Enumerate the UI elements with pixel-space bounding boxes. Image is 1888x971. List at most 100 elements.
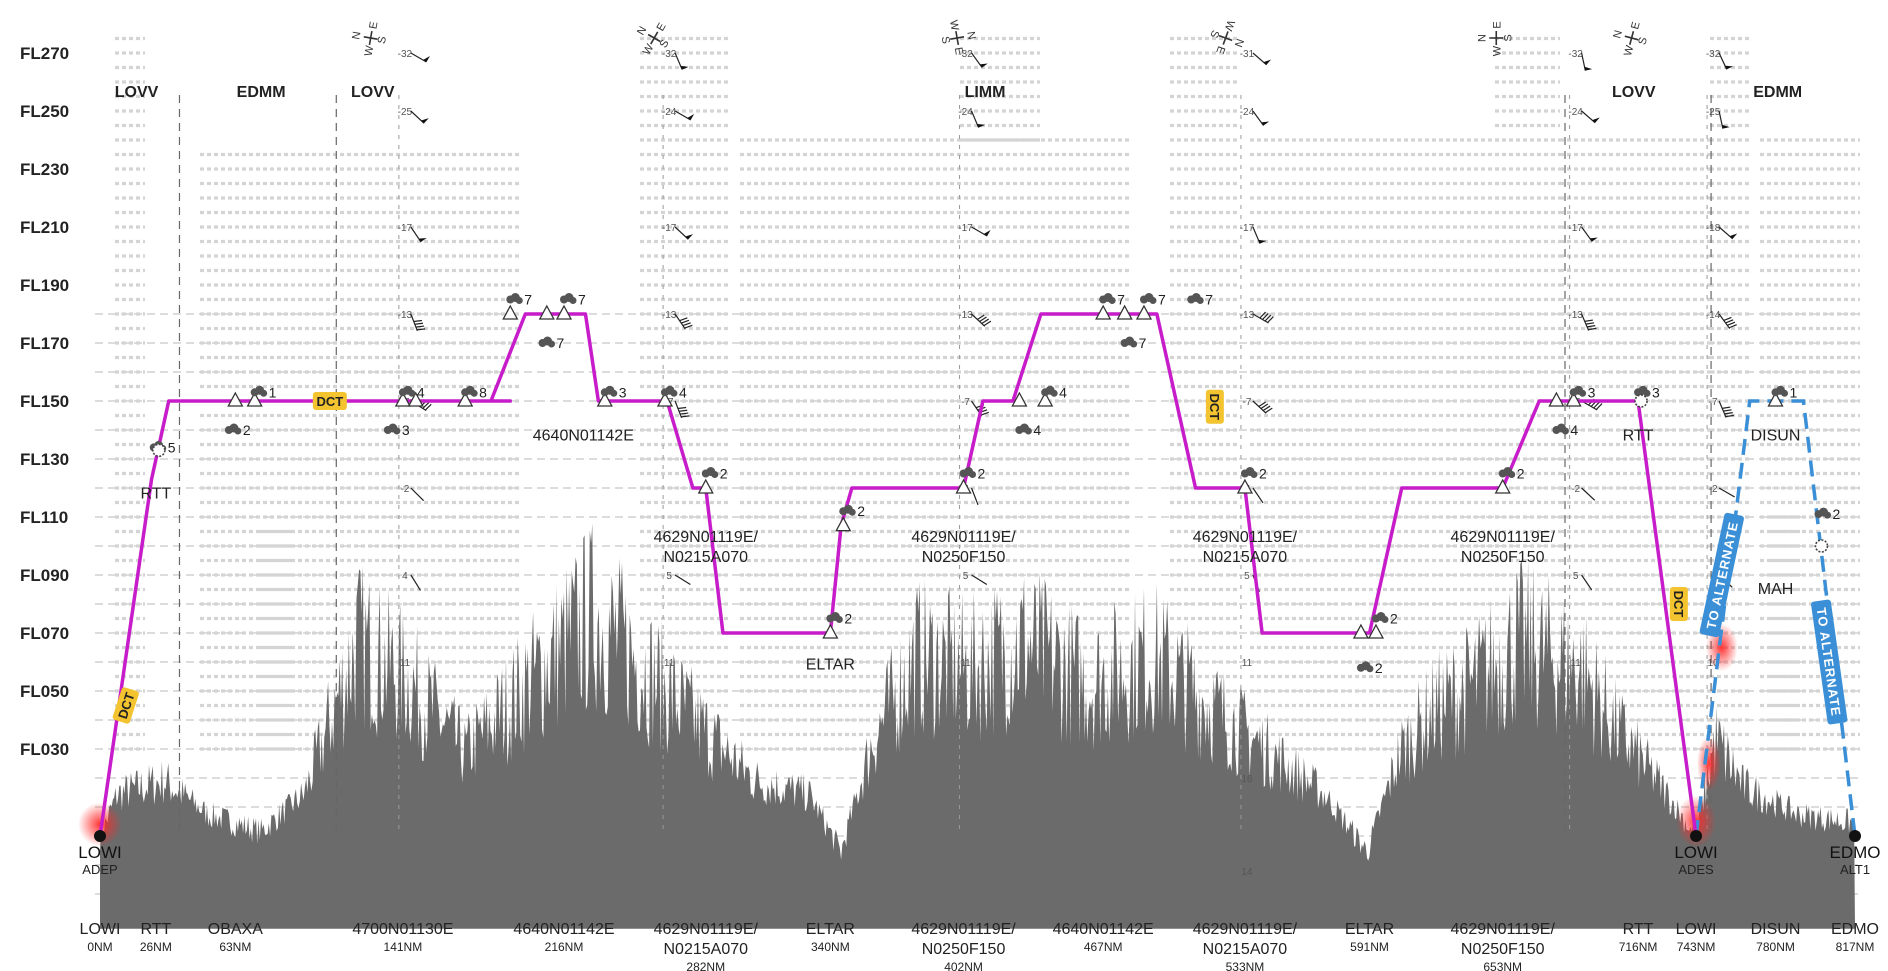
waypoint-triangle: [1767, 391, 1784, 407]
bottom-waypoint-name-line2: N0250F150: [1461, 941, 1545, 958]
wind-barb-tick: [1722, 406, 1731, 409]
cloud-puff: [1823, 511, 1831, 519]
cloud-count: 4: [1059, 384, 1067, 400]
fir-label: LOVV: [115, 84, 159, 101]
terrain-profile: [100, 523, 1855, 929]
wind-barb-staff: [674, 226, 689, 240]
cloud-count: 2: [720, 466, 728, 482]
wind-barb-tick: [678, 409, 688, 412]
bottom-waypoint-name: 4629N01119E/: [1451, 921, 1556, 938]
cloud-icon: 2: [1356, 660, 1383, 676]
temperature-label: 5: [1573, 571, 1579, 582]
cloud-count: 2: [1517, 466, 1525, 482]
wind-barb: [1718, 110, 1730, 129]
dct-badge-text: DCT: [1207, 393, 1222, 420]
temperature-label: -13: [1240, 310, 1255, 321]
temperature-label: -2: [400, 484, 409, 495]
temperature-label: -13: [662, 310, 677, 321]
y-tick-label: FL030: [20, 740, 69, 759]
wind-barb-staff: [1581, 226, 1593, 242]
cloud-count: 2: [243, 422, 251, 438]
wind-barb-flag: [1589, 237, 1598, 242]
wind-barb-flag: [687, 113, 695, 120]
bottom-waypoint-name: 4629N01119E/: [654, 921, 759, 938]
compass-letter: W: [1491, 45, 1503, 56]
wind-barb-staff: [1252, 226, 1261, 244]
waypoint-label: ELTAR: [806, 656, 855, 673]
wind-barb: [1581, 487, 1596, 501]
airport-role: ALT1: [1840, 862, 1870, 877]
waypoint-label: MAH: [1758, 581, 1794, 598]
y-tick-label: FL270: [20, 44, 69, 63]
cloud-puff: [1024, 427, 1032, 435]
bottom-waypoint-distance: 743NM: [1677, 940, 1716, 954]
temperature-label: -14: [1706, 310, 1721, 321]
bottom-waypoint-distance: 216NM: [545, 940, 584, 954]
bottom-waypoint-name-line2: N0250F150: [922, 941, 1006, 958]
cloud-count: 7: [524, 292, 532, 308]
compass-letter: S: [1502, 34, 1514, 41]
dct-badge: DCT: [112, 687, 139, 724]
cloud-count: 2: [1832, 506, 1840, 522]
temperature-label: -17: [958, 223, 973, 234]
wind-barb-staff: [674, 400, 683, 419]
bottom-waypoint-distance: 63NM: [219, 940, 251, 954]
cloud-icon: 7: [506, 292, 532, 308]
y-tick-label: FL150: [20, 392, 69, 411]
wind-barb-staff: [970, 487, 979, 506]
cloud-count: 1: [1790, 384, 1798, 400]
wind-barb-tick: [1593, 401, 1600, 409]
wind-barb-tick: [415, 325, 425, 328]
dct-badge-bg: [1205, 389, 1224, 424]
cloud-icon: 2: [701, 466, 728, 482]
compass-letter: W: [947, 19, 961, 32]
y-tick-label: FL230: [20, 160, 69, 179]
temperature-label: -17: [662, 223, 677, 234]
alternate-badge-bg: [1811, 599, 1848, 725]
cloud-icon: 2: [839, 503, 865, 519]
temperature-label: 11: [664, 658, 675, 669]
wind-barb-tick: [1264, 314, 1272, 322]
waypoint-triangle: [394, 391, 411, 407]
bottom-waypoint-distance: 141NM: [384, 940, 423, 954]
waypoint-triangle: [656, 391, 674, 407]
wind-barb-staff: [410, 313, 418, 332]
y-tick-label: FL250: [20, 102, 69, 121]
wind-barb-staff: [410, 110, 425, 124]
wind-barb: [410, 574, 421, 591]
wind-barb: [674, 313, 693, 330]
cloud-puff: [408, 389, 416, 397]
cloud-puff: [569, 297, 577, 304]
wind-barb-flag: [1584, 66, 1593, 71]
cloud-icon: 2: [826, 611, 852, 627]
cloud-puff: [1781, 389, 1789, 397]
bottom-waypoint-distance: 0NM: [87, 940, 112, 954]
wind-barb: [410, 110, 429, 124]
wind-barb-staff: [1718, 110, 1724, 129]
temperature-label: -2: [1571, 484, 1580, 495]
wind-columns: -32-25-17-13-7-2411-32-24-17-13-7511-32-…: [398, 49, 1738, 878]
airport-name: LOWI: [1674, 843, 1717, 862]
airport-name: LOWI: [78, 843, 121, 862]
compass-letter: W: [1221, 19, 1236, 33]
wind-barb-flag: [680, 65, 689, 70]
waypoint-triangle: [1095, 304, 1112, 320]
cloud-count: 2: [1375, 660, 1383, 676]
cloud-puff: [1579, 389, 1587, 397]
fir-label: LOVV: [351, 84, 395, 101]
cloud-count: 7: [1117, 292, 1125, 308]
dct-badge: DCT: [1669, 587, 1688, 621]
waypoint-triangle: [955, 478, 972, 494]
bottom-waypoint-distance: 282NM: [686, 960, 725, 971]
temperature-label: -17: [1240, 223, 1255, 234]
wind-barb: [1718, 487, 1735, 498]
cloud-count: 4: [1033, 422, 1041, 438]
waypoint-triangle: [1367, 623, 1385, 639]
wind-barb: [971, 313, 992, 327]
cloud-bands: [115, 36, 1860, 751]
waypoint-triangle: [1494, 478, 1511, 494]
dct-badge-bg: [1669, 587, 1688, 621]
compass-cross-v: [363, 35, 378, 41]
temperature-label: -17: [1568, 223, 1583, 234]
